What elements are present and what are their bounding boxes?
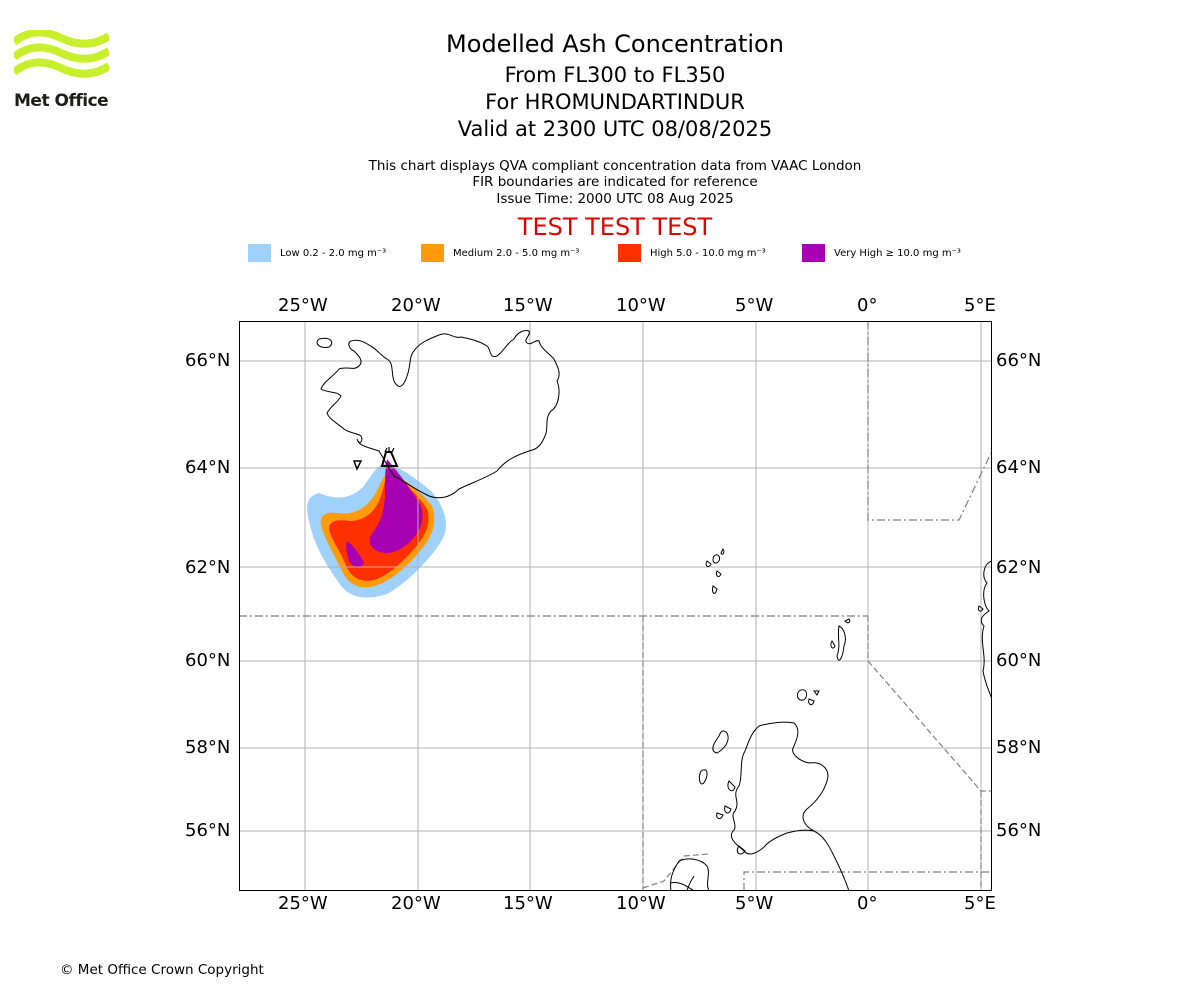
lon-tick-top: 15°W — [503, 295, 553, 316]
legend-label-medium: Medium 2.0 - 5.0 mg m⁻³ — [453, 247, 580, 259]
legend-label-high: High 5.0 - 10.0 mg m⁻³ — [650, 247, 766, 259]
lon-tick-top: 0° — [857, 295, 878, 316]
scotland-coast — [730, 721, 992, 891]
lat-tick-right: 66°N — [996, 350, 1042, 371]
ash-concentration-map — [239, 321, 992, 891]
legend-item-low: Low 0.2 - 2.0 mg m⁻³ — [248, 244, 386, 262]
lon-tick-bottom: 5°W — [735, 893, 774, 914]
lat-tick-left: 62°N — [185, 557, 231, 578]
legend-label-very-high: Very High ≥ 10.0 mg m⁻³ — [834, 247, 961, 259]
lon-tick-bottom: 0° — [857, 893, 878, 914]
legend-swatch-high — [618, 244, 641, 262]
lat-tick-left: 64°N — [185, 457, 231, 478]
lat-tick-right: 60°N — [996, 650, 1042, 671]
chart-title: Modelled Ash Concentration — [446, 30, 784, 58]
info-line-qva: This chart displays QVA compliant concen… — [368, 158, 862, 174]
lon-tick-bottom: 20°W — [391, 893, 441, 914]
volcano-subtitle: For HROMUNDARTINDUR — [485, 90, 745, 114]
fir-boundaries — [239, 321, 992, 891]
lat-tick-left: 66°N — [185, 350, 231, 371]
volcano-marker-icon — [380, 447, 399, 467]
orkney-coast — [796, 689, 820, 706]
lon-tick-top: 5°W — [735, 295, 774, 316]
lon-tick-bottom: 25°W — [278, 893, 328, 914]
lon-tick-top: 5°E — [964, 295, 996, 316]
lat-tick-left: 58°N — [185, 737, 231, 758]
legend-item-very-high: Very High ≥ 10.0 mg m⁻³ — [802, 244, 961, 262]
lon-tick-top: 20°W — [391, 295, 441, 316]
met-office-waves-icon — [11, 28, 112, 78]
lon-tick-bottom: 15°W — [503, 893, 553, 914]
lon-tick-top: 10°W — [616, 295, 666, 316]
lat-tick-left: 60°N — [185, 650, 231, 671]
lat-tick-right: 64°N — [996, 457, 1042, 478]
norway-coast — [980, 560, 992, 700]
info-line-fir: FIR boundaries are indicated for referen… — [472, 174, 758, 190]
faroe-coast — [705, 548, 725, 594]
legend-swatch-medium — [421, 244, 444, 262]
ash-area-very-high — [346, 459, 423, 568]
ash-cloud — [307, 459, 446, 598]
copyright-notice: © Met Office Crown Copyright — [60, 962, 264, 978]
ireland-coast — [670, 858, 710, 891]
lat-tick-right: 56°N — [996, 820, 1042, 841]
valid-time-subtitle: Valid at 2300 UTC 08/08/2025 — [457, 117, 773, 141]
lon-tick-top: 25°W — [278, 295, 328, 316]
legend-label-low: Low 0.2 - 2.0 mg m⁻³ — [280, 247, 387, 259]
legend-swatch-low — [248, 244, 271, 262]
legend-swatch-very-high — [802, 244, 825, 262]
graticule — [239, 321, 992, 891]
info-line-issue-time: Issue Time: 2000 UTC 08 Aug 2025 — [496, 191, 734, 207]
met-office-logo: Met Office — [11, 28, 112, 112]
legend-item-medium: Medium 2.0 - 5.0 mg m⁻³ — [421, 244, 579, 262]
iceland-coast — [320, 330, 560, 499]
lat-tick-right: 58°N — [996, 737, 1042, 758]
lat-tick-right: 62°N — [996, 557, 1042, 578]
lon-tick-bottom: 10°W — [616, 893, 666, 914]
legend-item-high: High 5.0 - 10.0 mg m⁻³ — [618, 244, 766, 262]
lon-tick-bottom: 5°E — [964, 893, 996, 914]
lat-tick-left: 56°N — [185, 820, 231, 841]
test-banner: TEST TEST TEST — [517, 213, 713, 241]
shetland-coast — [830, 618, 851, 661]
flight-level-subtitle: From FL300 to FL350 — [504, 63, 726, 87]
coastlines — [316, 330, 992, 891]
map-frame — [239, 321, 992, 891]
logo-text: Met Office — [14, 91, 109, 111]
